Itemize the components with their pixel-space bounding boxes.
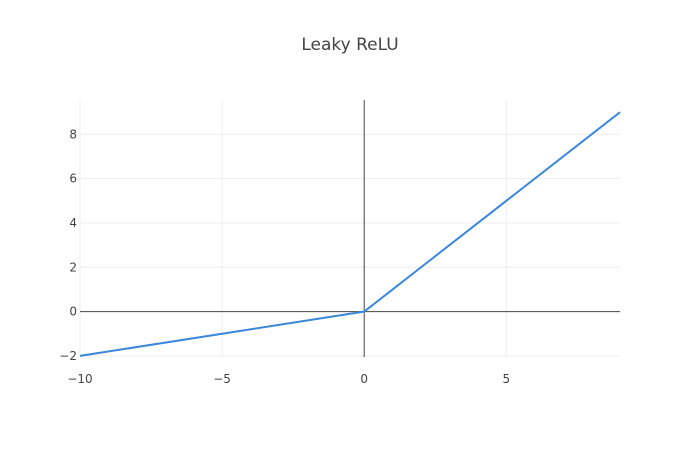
y-tick-label: 2	[69, 260, 77, 274]
y-axis-ticks: −2 0 2 4 6 8	[59, 127, 77, 363]
y-tick-label: 8	[69, 127, 77, 141]
y-tick-label: −2	[59, 349, 77, 363]
y-tick-label: 4	[69, 216, 77, 230]
chart-title: Leaky ReLU	[301, 35, 398, 55]
x-tick-label: −10	[67, 372, 92, 386]
x-tick-label: 0	[360, 372, 368, 386]
x-axis-ticks: −10 −5 0 5	[67, 372, 510, 386]
series-line-0	[79, 111, 621, 357]
zero-axes	[80, 100, 620, 357]
x-tick-label: −5	[213, 372, 231, 386]
y-tick-label: 6	[69, 172, 77, 186]
y-tick-label: 0	[69, 305, 77, 319]
x-tick-label: 5	[502, 372, 510, 386]
series-layer	[79, 111, 621, 357]
grid	[79, 100, 620, 357]
